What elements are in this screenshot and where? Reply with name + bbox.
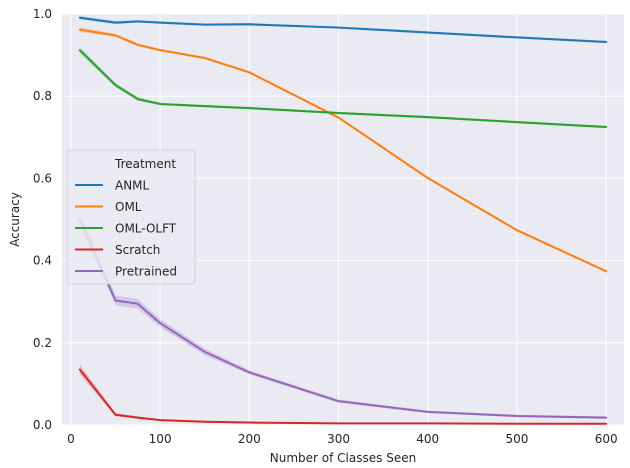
x-tick-label: 600: [595, 432, 618, 446]
x-tick-label: 0: [67, 432, 75, 446]
y-tick-label: 0.0: [33, 418, 52, 432]
legend-label-oml-olft: OML-OLFT: [115, 222, 177, 236]
y-tick-label: 0.6: [33, 171, 52, 185]
legend-label-anml: ANML: [115, 179, 150, 193]
series-line-scratch: [78, 368, 608, 425]
series-line-pretrained: [78, 218, 608, 419]
y-tick-label: 0.4: [33, 254, 52, 268]
series-line-oml-olft: [78, 49, 608, 129]
x-tick-label: 500: [505, 432, 528, 446]
x-axis-label: Number of Classes Seen: [270, 451, 416, 465]
x-axis-ticks: 0 100 200 300 400 500 600: [67, 432, 618, 446]
y-axis-ticks: 0.0 0.2 0.4 0.6 0.8 1.0: [33, 7, 52, 432]
y-tick-label: 0.2: [33, 336, 52, 350]
legend-items: ANML OML OML-OLFT Scratch Pretrained: [75, 179, 177, 279]
legend-label-pretrained: Pretrained: [115, 265, 177, 279]
y-tick-label: 0.8: [33, 89, 52, 103]
x-tick-label: 200: [238, 432, 261, 446]
y-tick-label: 1.0: [33, 7, 52, 21]
legend-label-scratch: Scratch: [115, 243, 160, 257]
series-line-anml: [78, 16, 608, 43]
x-tick-label: 100: [149, 432, 172, 446]
legend: Treatment ANML OML OML-OLFT Scratch Pretrain…: [66, 149, 196, 285]
series-lines: [78, 16, 608, 425]
x-tick-label: 300: [327, 432, 350, 446]
y-axis-label: Accuracy: [8, 192, 22, 247]
x-tick-label: 400: [416, 432, 439, 446]
legend-title: Treatment: [114, 157, 176, 171]
band-anml: [79, 16, 607, 44]
series-line-oml: [78, 28, 608, 273]
legend-label-oml: OML: [115, 200, 142, 214]
